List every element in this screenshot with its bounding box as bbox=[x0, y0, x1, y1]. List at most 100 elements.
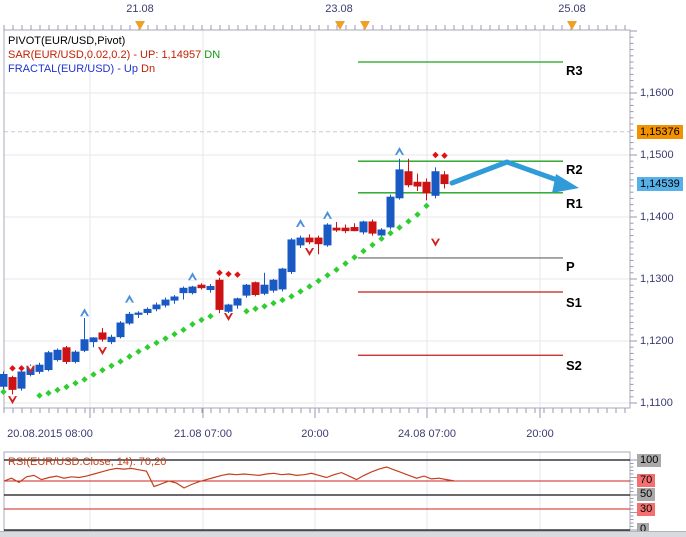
candle-body bbox=[62, 347, 71, 362]
sar-dot-up bbox=[54, 386, 61, 394]
rsi-line bbox=[3, 466, 455, 489]
candle-body bbox=[422, 181, 431, 194]
candle-body bbox=[386, 196, 395, 228]
candle-body bbox=[152, 304, 161, 310]
sar-dot-up bbox=[153, 339, 160, 347]
sar-dot-up bbox=[306, 283, 313, 290]
legend-fractal-dn: Dn bbox=[141, 63, 156, 75]
sar-dot-up bbox=[279, 296, 286, 304]
time-axis-label: 21.08 07:00 bbox=[173, 428, 233, 440]
sar-dot-up bbox=[117, 358, 124, 365]
candle-body bbox=[350, 227, 359, 232]
indicator-legend: PIVOT(EUR/USD,Pivot) SAR(EUR/USD,0.02,0.… bbox=[8, 34, 220, 76]
time-axis-label: 20:00 bbox=[301, 428, 329, 440]
fractal-down-notch bbox=[100, 347, 105, 352]
candle-body bbox=[251, 282, 260, 296]
candle-body bbox=[134, 312, 143, 315]
candle-body bbox=[206, 285, 215, 291]
price-tick: 1,1200 bbox=[640, 335, 674, 347]
candle-body bbox=[53, 349, 62, 361]
top-axis-date: 21.08 bbox=[126, 3, 154, 15]
sar-dot-up bbox=[342, 260, 349, 267]
candle-body bbox=[98, 332, 107, 340]
sar-dot-up bbox=[45, 389, 52, 397]
sar-dot-up bbox=[126, 353, 133, 360]
fractal-down-notch bbox=[226, 313, 231, 318]
pivot-label-s1: S1 bbox=[566, 295, 582, 310]
pivot-label-p: P bbox=[566, 259, 575, 274]
top-axis-date: 23.08 bbox=[325, 3, 353, 15]
sar-dot-up bbox=[360, 247, 367, 255]
date-marker-triangle bbox=[360, 21, 370, 30]
rsi-scale-70: 70 bbox=[637, 474, 656, 487]
sar-dot-up bbox=[144, 344, 151, 351]
sar-dot-down bbox=[225, 270, 232, 278]
candle-body bbox=[161, 299, 170, 306]
sar-dot-down bbox=[18, 365, 25, 372]
price-tick: 1,1600 bbox=[640, 87, 674, 99]
candle-body bbox=[242, 284, 251, 296]
fractal-up-notch bbox=[127, 298, 132, 303]
rsi-scale-30: 30 bbox=[637, 503, 656, 516]
candle-body bbox=[413, 181, 422, 187]
sar-dot-up bbox=[171, 330, 178, 338]
candle-body bbox=[278, 268, 287, 290]
legend-fractal-up: Up bbox=[123, 63, 138, 75]
candle-body bbox=[287, 239, 296, 273]
sar-dot-up bbox=[396, 224, 403, 231]
candle-body bbox=[323, 224, 332, 246]
rsi-legend: RSI(EUR/USD.Close, 14): 70,20 bbox=[8, 456, 167, 468]
sar-dot-up bbox=[315, 277, 322, 285]
fractal-up-notch bbox=[397, 151, 402, 156]
candle-body bbox=[17, 371, 26, 389]
top-axis-date: 25.08 bbox=[558, 3, 586, 15]
sar-dot-down bbox=[216, 269, 223, 276]
fractal-up-notch bbox=[325, 214, 330, 219]
sar-dot-up bbox=[270, 299, 277, 307]
legend-pivot: PIVOT(EUR/USD,Pivot) bbox=[8, 35, 126, 47]
sar-dot-up bbox=[189, 321, 196, 328]
candle-body bbox=[89, 337, 98, 343]
sar-dot-down bbox=[234, 271, 241, 278]
candle-body bbox=[359, 221, 368, 233]
legend-sar-label: SAR(EUR/USD,0.02,0.2) - bbox=[8, 49, 141, 61]
sar-dot-up bbox=[324, 272, 331, 279]
candle-body bbox=[71, 351, 80, 362]
sar-dot-up bbox=[198, 316, 205, 324]
sar-dot-up bbox=[72, 379, 79, 387]
sar-dot-down bbox=[432, 151, 439, 159]
sar-dot-up bbox=[135, 348, 142, 355]
candle-body bbox=[8, 377, 17, 390]
legend-sar-dn: DN bbox=[204, 49, 221, 61]
fractal-up-notch bbox=[298, 222, 303, 227]
candle-body bbox=[125, 313, 134, 324]
candle-body bbox=[170, 296, 179, 301]
candle-body bbox=[296, 237, 305, 246]
sar-dot-up bbox=[90, 371, 97, 378]
candle-body bbox=[224, 304, 233, 312]
time-axis-label: 20.08.2015 08:00 bbox=[7, 428, 93, 440]
candle-body bbox=[107, 336, 116, 343]
legend-fractal: FRACTAL(EUR/USD) - Up Dn bbox=[8, 62, 220, 76]
fractal-down-notch bbox=[307, 247, 312, 252]
annotation-arrow-head bbox=[552, 174, 579, 193]
pivot-label-r1: R1 bbox=[566, 196, 583, 211]
candle-body bbox=[197, 284, 206, 289]
candle-body bbox=[233, 298, 242, 306]
candle-body bbox=[368, 221, 377, 234]
date-marker-triangle bbox=[567, 21, 577, 30]
candle-body bbox=[377, 229, 386, 236]
time-axis-label: 20:00 bbox=[526, 428, 554, 440]
rsi-scale-50: 50 bbox=[637, 488, 656, 501]
bottom-scroll-strip[interactable] bbox=[0, 531, 686, 537]
candle-body bbox=[0, 373, 8, 387]
sar-dot-up bbox=[252, 305, 259, 312]
candle-body bbox=[35, 364, 44, 372]
candle-body bbox=[44, 352, 53, 371]
sar-dot-up bbox=[36, 392, 43, 399]
current-price-badge: 1,14539 bbox=[637, 177, 683, 191]
pivot-label-r3: R3 bbox=[566, 63, 583, 78]
